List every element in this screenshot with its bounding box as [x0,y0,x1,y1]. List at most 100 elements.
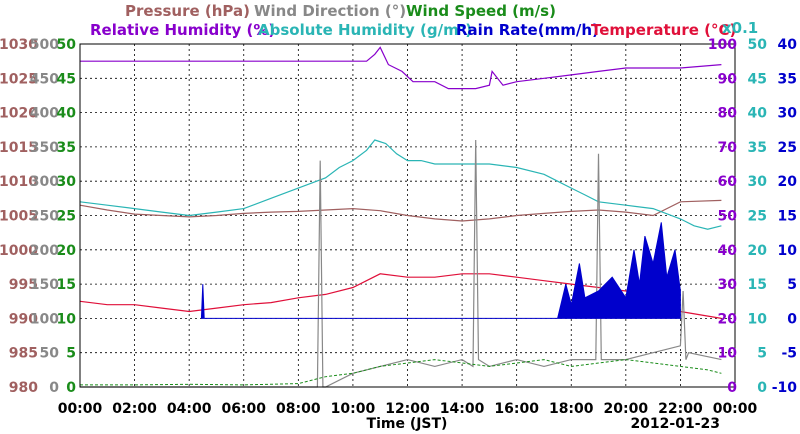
y-tick-label-pressure: 1005 [0,209,38,225]
y-tick-label-abs_humidity: 40 [748,106,768,122]
series-absolute-humidity [79,139,722,230]
y-tick-label-rain: 5 [787,277,797,293]
y-tick-label-abs_humidity: 10 [748,311,768,327]
legend-relative-humidity: Relative Humidity (%) [90,21,275,39]
y-tick-label-wind_speed: 10 [57,311,77,327]
y-tick-label-wind_speed: 25 [57,209,76,225]
y-tick-label-pressure: 985 [9,346,38,362]
y-tick-label-rain: 0 [787,311,797,327]
x-tick-label: 04:00 [167,401,212,417]
x-tick-label: 10:00 [331,401,376,417]
y-tick-label-humidity: 0 [727,380,737,396]
y-tick-label-pressure: 1020 [0,106,38,122]
series-wind-direction [80,139,722,388]
x-axis-label: Time (JST) [367,416,448,432]
y-tick-label-wind_speed: 40 [57,106,77,122]
y-tick-label-abs_humidity: 35 [748,140,767,156]
y-tick-label-abs_humidity: 50 [748,37,768,53]
y-tick-label-abs_humidity: 25 [748,209,767,225]
legend-rain-rate: Rain Rate(mm/h) [456,21,599,39]
y-tick-label-wind_speed: 5 [66,346,76,362]
series-relative-humidity [80,46,722,90]
x-tick-label: 16:00 [494,401,539,417]
x-tick-label: 14:00 [440,401,485,417]
y-tick-label-wind_dir: 100 [30,311,59,327]
legend-wind-speed: Wind Speed (m/s) [406,2,556,20]
series-wind-speed [80,359,722,386]
x-tick-label: 06:00 [221,401,266,417]
y-tick-label-humidity: 70 [718,140,738,156]
plot-frame [79,43,736,388]
y-tick-label-rain: 40 [778,37,798,53]
x-tick-label: 12:00 [385,401,430,417]
x-tick-label: 22:00 [658,401,703,417]
y-tick-label-abs_humidity: 15 [748,277,767,293]
x-tick-label: 18:00 [549,401,594,417]
y-tick-label-wind_dir: 450 [30,71,59,87]
series [79,46,722,388]
y-tick-label-wind_dir: 350 [30,140,59,156]
y-tick-label-wind_dir: 250 [30,209,59,225]
x-tick-label: 08:00 [276,401,321,417]
y-tick-label-wind_speed: 45 [57,71,76,87]
x-tick-label: 02:00 [112,401,157,417]
y-tick-label-humidity: 100 [708,37,737,53]
y-tick-label-rain: 35 [778,71,797,87]
y-tick-label-pressure: 995 [9,277,38,293]
series-rain-rate [200,222,681,319]
y-tick-label-rain: -5 [781,346,797,362]
y-tick-label-pressure: 1010 [0,174,38,190]
y-tick-label-rain: 15 [778,209,797,225]
y-tick-label-rain: 20 [778,174,798,190]
x-ticks: 00:00 02:00 04:00 06:00 08:00 10:00 12:00 14:00… [58,401,758,417]
legend-absolute-humidity: Absolute Humidity (g/m³) [258,21,472,39]
y-tick-label-wind_speed: 20 [57,243,77,259]
y-tick-label-humidity: 80 [718,106,738,122]
y-tick-label-wind_dir: 500 [30,37,59,53]
date-label: 2012-01-23 [630,416,720,432]
y-tick-label-rain: 10 [778,243,798,259]
y-tick-label-humidity: 10 [718,346,738,362]
y-tick-label-pressure: 990 [9,311,38,327]
y-tick-label-abs_humidity: 0 [757,380,767,396]
y-tick-label-humidity: 90 [718,71,738,87]
y-ticks: 9809859909951000100510101015102010251030… [0,37,797,396]
multiplier-label: x0.1 [722,19,758,37]
y-tick-label-wind_speed: 35 [57,140,76,156]
legend-pressure: Pressure (hPa) [125,2,250,20]
y-tick-label-abs_humidity: 45 [748,71,767,87]
x-tick-label: 00:00 [713,401,758,417]
y-tick-label-humidity: 20 [718,311,738,327]
y-tick-label-abs_humidity: 30 [748,174,768,190]
y-tick-label-wind_dir: 0 [49,380,59,396]
y-tick-label-humidity: 40 [718,243,738,259]
legend-temperature: Temperature (°C) [591,21,736,39]
y-tick-label-wind_dir: 400 [30,106,59,122]
y-tick-label-pressure: 1000 [0,243,38,259]
y-tick-label-rain: 30 [778,106,798,122]
y-tick-label-pressure: 1025 [0,71,38,87]
y-tick-label-wind_speed: 15 [57,277,76,293]
series-pressure [79,199,722,222]
y-tick-label-pressure: 1015 [0,140,38,156]
y-tick-label-humidity: 30 [718,277,738,293]
y-tick-label-humidity: 60 [718,174,738,190]
y-tick-label-wind_speed: 0 [66,380,76,396]
y-tick-label-abs_humidity: 5 [757,346,767,362]
y-tick-label-wind_dir: 300 [30,174,59,190]
y-tick-label-wind_dir: 200 [30,243,59,259]
y-tick-label-wind_speed: 50 [57,37,77,53]
y-tick-label-wind_dir: 150 [30,277,59,293]
y-tick-label-wind_dir: 50 [40,346,60,362]
y-tick-label-pressure: 1030 [0,37,38,53]
legend-wind-direction: Wind Direction (°) [254,2,406,20]
y-tick-label-abs_humidity: 20 [748,243,768,259]
y-tick-label-rain: -10 [772,380,798,396]
y-tick-label-humidity: 50 [718,209,738,225]
y-tick-label-rain: 25 [778,140,797,156]
x-tick-label: 00:00 [58,401,103,417]
x-tick-label: 20:00 [604,401,649,417]
y-tick-label-pressure: 980 [9,380,38,396]
y-tick-label-wind_speed: 30 [57,174,77,190]
